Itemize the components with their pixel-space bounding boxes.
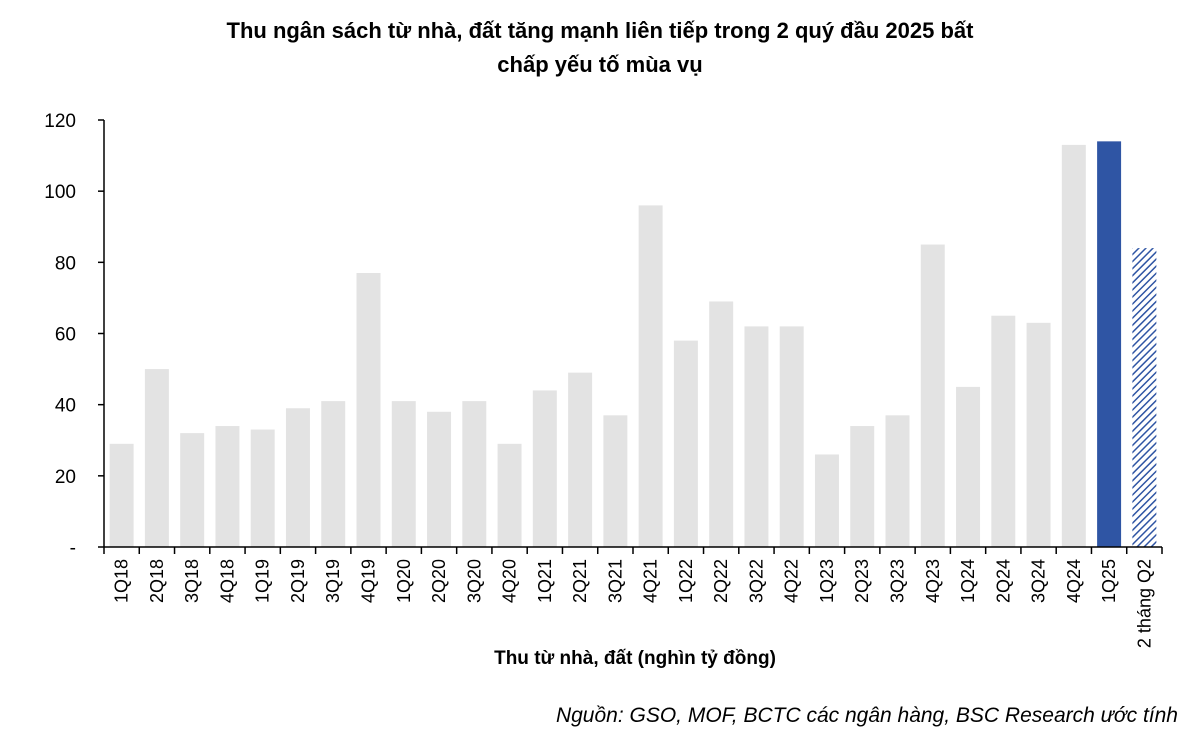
x-tick-label: 1Q18 xyxy=(112,559,132,603)
x-tick-label: 1Q21 xyxy=(535,559,555,603)
bar-2Q20 xyxy=(427,411,452,547)
bar-2Q22 xyxy=(709,301,734,547)
x-tick-label: 1Q22 xyxy=(676,559,696,603)
x-tick-label: 2Q20 xyxy=(429,559,449,603)
chart-title: Thu ngân sách từ nhà, đất tăng mạnh liên… xyxy=(0,14,1200,82)
y-tick-label: 120 xyxy=(44,111,76,132)
bar-4Q23 xyxy=(920,244,945,548)
bar-3Q24 xyxy=(1026,322,1051,547)
x-tick-label: 2Q24 xyxy=(993,559,1013,603)
bar-1Q25 xyxy=(1097,141,1122,547)
x-axis-label: Thu từ nhà, đất (nghìn tỷ đồng) xyxy=(494,648,776,669)
bar-1Q22 xyxy=(673,340,698,547)
x-tick-label: 2 tháng Q2 xyxy=(1134,559,1154,648)
x-tick-label: 2Q18 xyxy=(147,559,167,603)
bar-4Q22 xyxy=(779,326,804,547)
y-tick-label: 60 xyxy=(55,325,76,346)
x-tick-label: 1Q25 xyxy=(1099,559,1119,603)
x-tick-label: 2Q19 xyxy=(288,559,308,603)
bar-1Q19 xyxy=(250,429,275,547)
chart-title-line-2: chấp yếu tố mùa vụ xyxy=(497,52,703,77)
x-tick-label: 2Q23 xyxy=(852,559,872,603)
bar-4Q20 xyxy=(497,443,522,547)
bar-4Q24 xyxy=(1061,144,1086,547)
y-tick-label: 100 xyxy=(44,182,76,203)
chart-title-line-1: Thu ngân sách từ nhà, đất tăng mạnh liên… xyxy=(226,18,974,43)
y-tick-label: - xyxy=(70,538,76,559)
x-tick-label: 1Q23 xyxy=(817,559,837,603)
bar-4Q18 xyxy=(215,426,240,547)
bar-3Q18 xyxy=(180,433,205,547)
bars-group xyxy=(109,141,1157,548)
bar-2Q18 xyxy=(144,369,169,547)
x-tick-label: 1Q19 xyxy=(253,559,273,603)
y-tick-label: 40 xyxy=(55,396,76,417)
x-tick-label: 1Q20 xyxy=(394,559,414,603)
bar-3Q23 xyxy=(885,415,910,547)
x-tick-label: 2Q21 xyxy=(570,559,590,603)
bar-4Q21 xyxy=(638,205,663,547)
bar-1Q20 xyxy=(391,401,416,547)
bar-2Q23 xyxy=(850,426,875,547)
x-tick-label: 4Q22 xyxy=(782,559,802,603)
x-tick-label: 4Q19 xyxy=(359,559,379,603)
x-tick-label: 3Q23 xyxy=(888,559,908,603)
x-tick-label: 1Q24 xyxy=(958,559,978,603)
axes-group xyxy=(98,119,1163,554)
bar-3Q22 xyxy=(744,326,769,547)
bar-1Q21 xyxy=(532,390,557,547)
bar-4Q19 xyxy=(356,273,381,547)
x-tick-label: 4Q23 xyxy=(923,559,943,603)
x-tick-label: 2Q22 xyxy=(711,559,731,603)
bar-1Q23 xyxy=(814,454,839,547)
bar-1Q24 xyxy=(956,386,981,548)
bar-3Q21 xyxy=(603,415,628,547)
bar-3Q19 xyxy=(321,401,346,547)
x-tick-label: 3Q19 xyxy=(323,559,343,603)
bar-3Q20 xyxy=(462,401,487,547)
y-tick-label: 80 xyxy=(55,253,76,274)
bar-2Q21 xyxy=(568,372,593,547)
x-tick-label: 3Q22 xyxy=(746,559,766,603)
source-note: Nguồn: GSO, MOF, BCTC các ngân hàng, BSC… xyxy=(555,704,1178,727)
x-tick-label: 3Q21 xyxy=(605,559,625,603)
x-tick-label: 4Q21 xyxy=(641,559,661,603)
x-tick-label: 3Q18 xyxy=(182,559,202,603)
bar-2Q24 xyxy=(991,315,1016,547)
labels-group: - 20 40 60 80 100 120 1Q18 2Q18 3Q18 4Q18 1Q19 2Q19 3… xyxy=(44,111,1154,648)
x-tick-label: 4Q20 xyxy=(500,559,520,603)
bar-2Q19 xyxy=(285,408,310,547)
x-tick-label: 4Q18 xyxy=(217,559,237,603)
bar-2-tháng-Q2 xyxy=(1132,248,1157,547)
x-tick-label: 3Q20 xyxy=(464,559,484,603)
x-tick-label: 3Q24 xyxy=(1029,559,1049,603)
x-tick-label: 4Q24 xyxy=(1064,559,1084,603)
bar-1Q18 xyxy=(109,443,134,547)
y-tick-label: 20 xyxy=(55,467,76,488)
